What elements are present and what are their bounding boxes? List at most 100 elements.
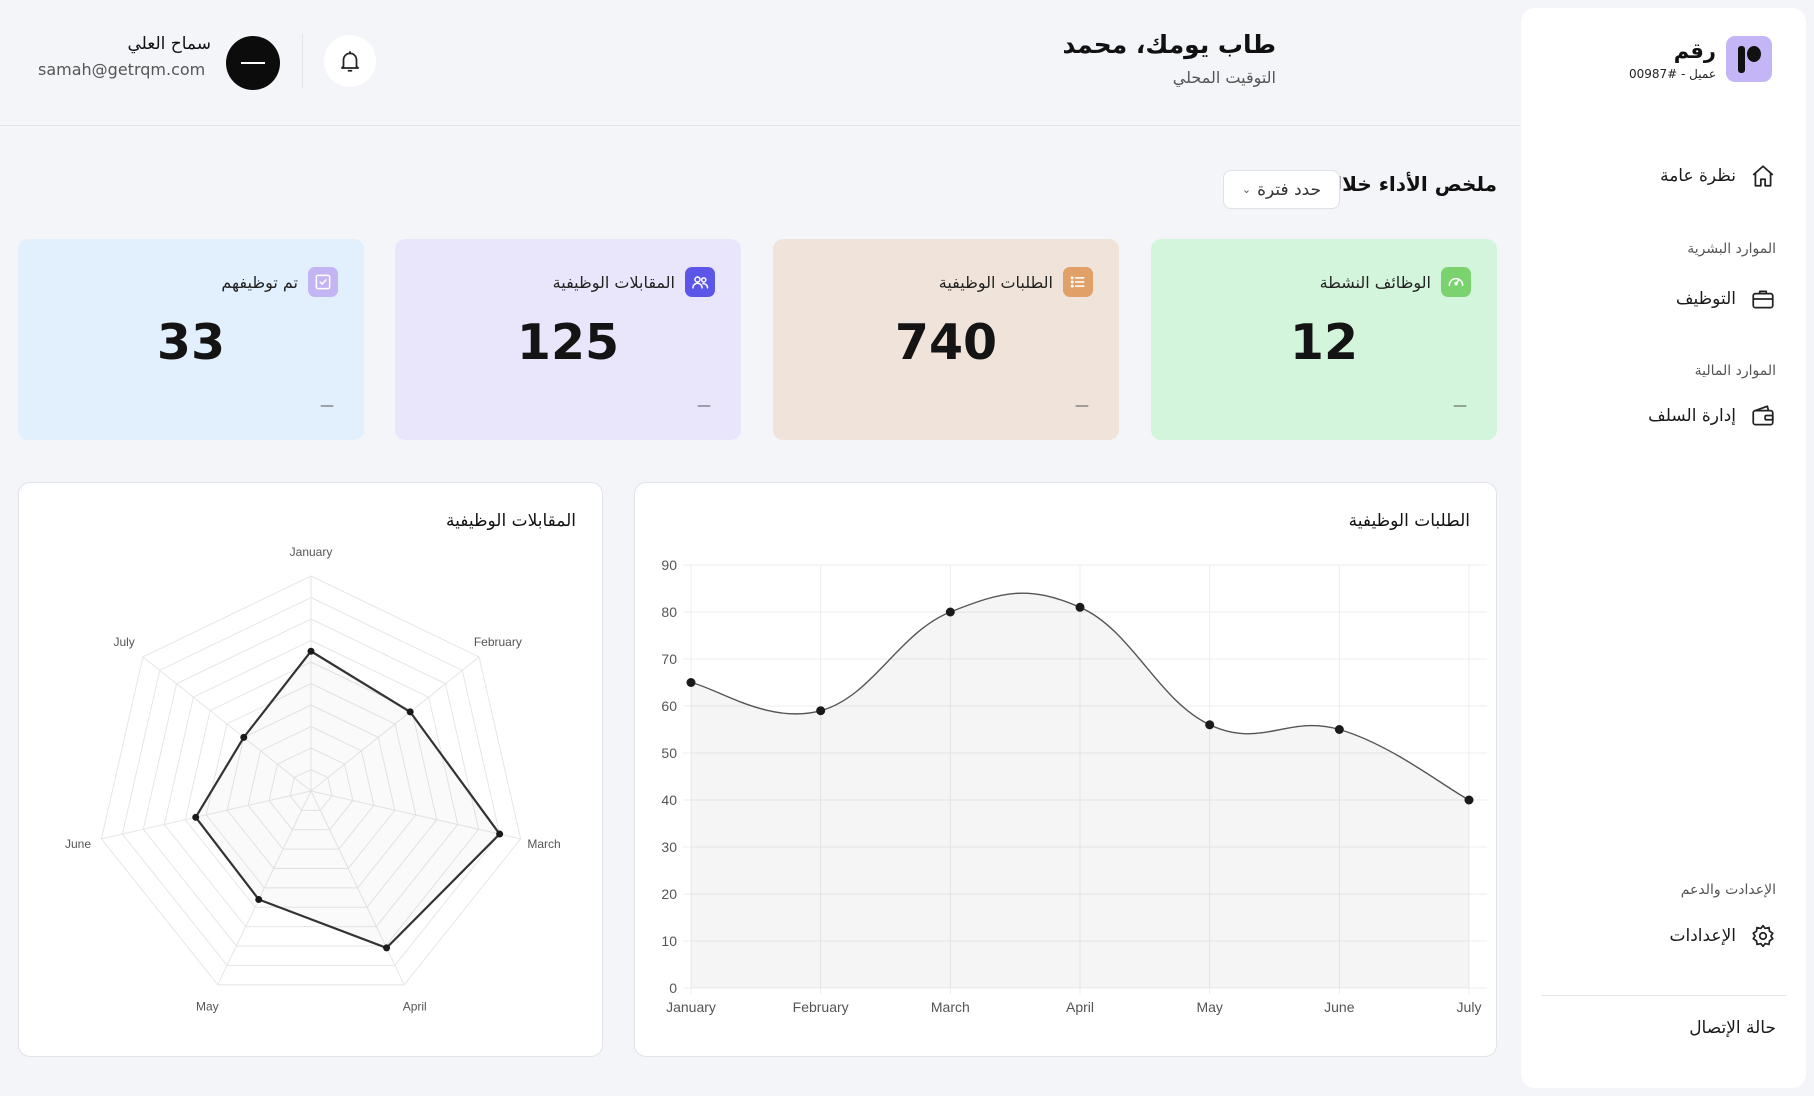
radar-series [194, 649, 502, 950]
gauge-icon [1441, 267, 1471, 297]
data-point [383, 944, 391, 952]
top-header: طاب يومك، محمد التوقيت المحلي سماح العلي… [0, 0, 1520, 126]
data-point [1464, 795, 1474, 805]
card-value: 125 [516, 314, 620, 371]
card-value: 33 [156, 314, 226, 371]
avatar[interactable] [226, 36, 280, 90]
connection-status[interactable]: حالة الإتصال [1689, 1018, 1776, 1038]
brand-name: رقم [1673, 38, 1716, 63]
radar-axis-label: April [403, 999, 427, 1013]
y-tick-label: 50 [661, 745, 677, 761]
interviews-chart-panel: المقابلات الوظيفية January February March A… [18, 482, 603, 1057]
data-point [496, 830, 504, 838]
radar-grid-ring [289, 768, 333, 811]
radar-spoke [101, 790, 312, 840]
radar-grid-ring [121, 596, 501, 966]
header-divider [302, 34, 303, 88]
nav-label: نظرة عامة [1660, 166, 1736, 186]
radar-axis-label: March [527, 837, 560, 851]
y-tick-label: 70 [661, 651, 677, 667]
area-fill [691, 593, 1469, 988]
y-tick-label: 40 [661, 792, 677, 808]
briefcase-icon [1752, 290, 1774, 309]
greeting-title: طاب يومك، محمد [1062, 30, 1276, 59]
user-info[interactable]: سماح العلي samah@getrqm.com [38, 34, 211, 79]
radar-axis-label: July [113, 635, 134, 649]
nav-item-advances[interactable]: إدارة السلف [1648, 403, 1776, 429]
data-point [1075, 602, 1085, 612]
radar-spoke [142, 656, 312, 792]
chart-title: الطلبات الوظيفية [1348, 511, 1470, 531]
nav-label: التوظيف [1675, 289, 1736, 309]
x-tick-label: June [1324, 999, 1355, 1015]
card-value: 740 [894, 314, 998, 371]
data-point [255, 895, 263, 903]
period-select[interactable]: حدد فترة ⌄ [1223, 170, 1340, 209]
card-label: الطلبات الوظيفية [938, 272, 1053, 292]
data-point [406, 708, 414, 716]
brand[interactable]: رقم عميل - #00987 [1629, 36, 1772, 82]
nav-item-settings[interactable]: الإعدادات [1669, 923, 1776, 949]
y-tick-label: 90 [661, 557, 677, 573]
users-icon [685, 267, 715, 297]
list-icon [1063, 267, 1093, 297]
data-point [192, 813, 200, 821]
radar-grid-ring [268, 747, 354, 831]
data-point [816, 706, 826, 716]
nav-item-hiring[interactable]: التوظيف [1676, 286, 1776, 312]
gear-icon [1752, 924, 1774, 948]
radar-grid-ring [184, 661, 438, 908]
local-time-label: التوقيت المحلي [1172, 68, 1276, 87]
section-hr: الموارد البشرية [1687, 241, 1776, 257]
x-tick-label: April [1066, 999, 1094, 1015]
data-point [1205, 720, 1215, 730]
card-trend: — [1075, 398, 1089, 414]
data-point [1334, 725, 1344, 734]
data-point [686, 678, 696, 687]
applications-line-chart: 0 10 20 30 40 50 60 70 80 90 January February March A… [661, 557, 1487, 1015]
radar-spoke [310, 790, 521, 840]
y-tick-label: 30 [661, 839, 677, 855]
radar-grid-ring [226, 704, 396, 869]
nav-label: إدارة السلف [1648, 406, 1736, 426]
x-tick-label: February [793, 999, 849, 1015]
period-select-label: حدد فترة [1257, 179, 1322, 200]
wallet-icon [1752, 405, 1774, 426]
x-tick-label: July [1457, 999, 1482, 1015]
summary-title: ملخص الأداء خلال [1324, 172, 1497, 196]
stat-card-applications[interactable]: الطلبات الوظيفية 740 — [773, 239, 1119, 440]
greeting-block: طاب يومك، محمد التوقيت المحلي [1063, 30, 1276, 87]
sidebar-divider [1541, 995, 1786, 996]
card-value: 12 [1289, 314, 1359, 371]
bell-icon [341, 51, 359, 72]
user-name: سماح العلي [127, 34, 211, 54]
section-settings: الإعدادت والدعم [1680, 882, 1776, 898]
radar-axis-label: February [474, 635, 522, 649]
radar-grid-ring [100, 575, 522, 986]
nav-label: الإعدادات [1669, 926, 1736, 946]
stat-card-interviews[interactable]: المقابلات الوظيفية 125 — [395, 239, 741, 440]
nav-item-overview[interactable]: نظرة عامة [1660, 163, 1776, 189]
data-point [945, 607, 955, 617]
applications-chart-panel: الطلبات الوظيفية 0 10 20 30 40 50 60 70 80 90 Janu… [634, 482, 1497, 1057]
check-square-icon [308, 267, 338, 297]
chevron-down-icon: ⌄ [1241, 183, 1252, 196]
sidebar: رقم عميل - #00987 نظرة عامة الموارد البش… [1521, 8, 1806, 1088]
notifications-button[interactable] [324, 35, 376, 87]
interviews-radar-chart: January February March April May June July [65, 545, 561, 1013]
y-tick-label: 60 [661, 698, 677, 714]
card-trend: — [320, 398, 334, 414]
y-tick-label: 0 [669, 980, 677, 996]
chart-title: المقابلات الوظيفية [446, 511, 576, 531]
stat-card-active-jobs[interactable]: الوظائف النشطة 12 — [1151, 239, 1497, 440]
x-tick-label: March [931, 999, 970, 1015]
section-finance: الموارد المالية [1694, 363, 1776, 379]
user-email: samah@getrqm.com [38, 60, 206, 79]
card-trend: — [697, 398, 711, 414]
radar-axis-label: May [196, 999, 219, 1013]
radar-spoke [217, 790, 312, 985]
data-point [240, 733, 248, 741]
radar-spoke [310, 656, 480, 792]
stat-card-hired[interactable]: تم توظيفهم 33 — [18, 239, 364, 440]
radar-axis-label: June [65, 837, 91, 851]
